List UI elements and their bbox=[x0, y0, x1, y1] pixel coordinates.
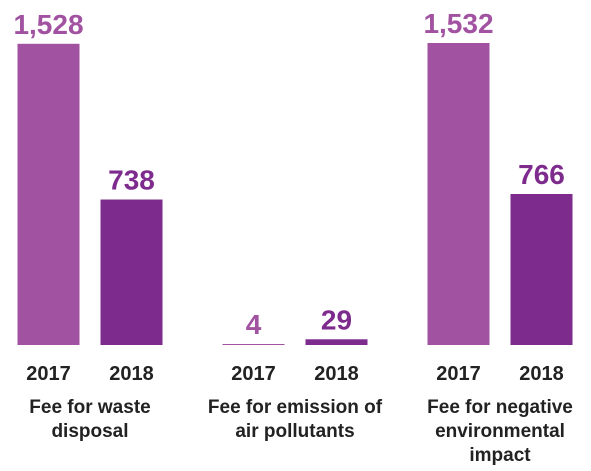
bar bbox=[17, 43, 80, 345]
year-label: 2018 bbox=[519, 363, 564, 385]
value-label: 766 bbox=[518, 159, 565, 190]
category-label: Fee for negative environmental impact bbox=[427, 397, 573, 466]
bar bbox=[222, 344, 285, 345]
bar bbox=[100, 199, 163, 345]
value-label: 1,532 bbox=[423, 8, 493, 39]
value-label: 738 bbox=[108, 165, 155, 196]
year-label: 2017 bbox=[436, 363, 481, 385]
year-label: 2018 bbox=[314, 363, 359, 385]
bar bbox=[305, 339, 368, 345]
bar bbox=[510, 194, 573, 345]
year-label: 2017 bbox=[26, 363, 71, 385]
value-label: 4 bbox=[246, 309, 262, 340]
value-label: 29 bbox=[321, 304, 352, 335]
year-label: 2018 bbox=[109, 363, 154, 385]
category-label: Fee for waste disposal bbox=[29, 397, 151, 442]
year-label: 2017 bbox=[231, 363, 276, 385]
bar bbox=[427, 43, 490, 345]
value-label: 1,528 bbox=[13, 9, 83, 40]
category-label: Fee for emission of air pollutants bbox=[207, 397, 383, 442]
